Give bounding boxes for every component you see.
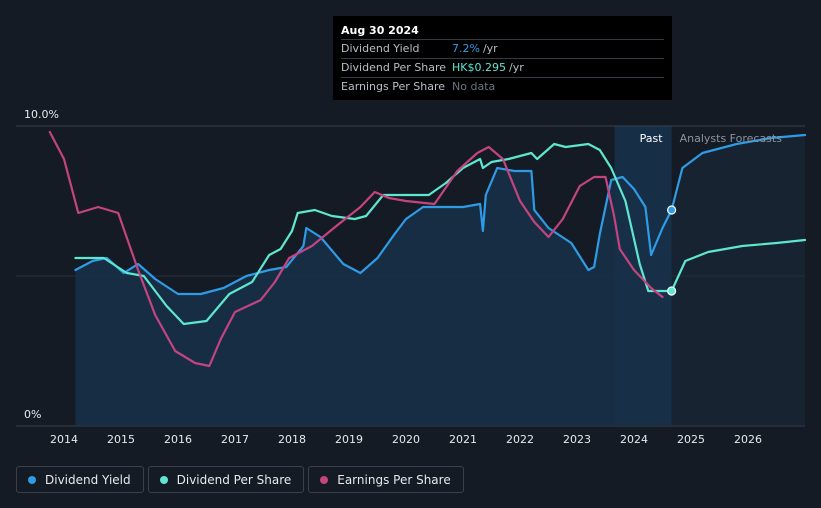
x-tick-label: 2019 — [335, 433, 363, 446]
legend-label: Earnings Per Share — [337, 472, 451, 487]
legend-label: Dividend Yield — [45, 472, 131, 487]
tooltip-unit: /yr — [482, 42, 498, 55]
legend-dot-icon — [159, 475, 168, 484]
x-tick-label: 2016 — [164, 433, 192, 446]
tooltip-row-dividend-per-share: Dividend Per Share HK$0.295 /yr — [341, 59, 664, 78]
tooltip-value: No data — [452, 80, 496, 93]
x-tick-label: 2015 — [107, 433, 135, 446]
x-tick-labels: 2014 2015 2016 2017 2018 2019 2020 2021 2022 2023… — [50, 433, 762, 446]
series-line-earnings-per-share — [48, 130, 664, 368]
series-line-dividend-per-share — [74, 142, 673, 326]
x-tick-label: 2022 — [506, 433, 534, 446]
legend-item-dividend-per-share[interactable]: Dividend Per Share — [147, 466, 305, 493]
tooltip: Aug 30 2024 Dividend Yield 7.2% /yr Divi… — [333, 16, 672, 100]
legend-item-earnings-per-share[interactable]: Earnings Per Share — [308, 466, 464, 493]
x-tick-label: 2017 — [221, 433, 249, 446]
forecast-area — [671, 135, 805, 426]
legend-item-dividend-yield[interactable]: Dividend Yield — [16, 466, 144, 493]
area-layer — [75, 135, 805, 426]
x-tick-label: 2026 — [734, 433, 762, 446]
x-tick-label: 2021 — [449, 433, 477, 446]
x-tick-label: 2014 — [50, 433, 78, 446]
y-tick-label-bottom: 0% — [24, 408, 41, 421]
past-label: Past — [640, 132, 664, 145]
tooltip-unit: /yr — [508, 61, 524, 74]
x-tick-label: 2024 — [620, 433, 648, 446]
series-line-dividend-per-share-forecast — [670, 238, 807, 293]
legend-label: Dividend Per Share — [176, 472, 292, 487]
tooltip-date: Aug 30 2024 — [341, 22, 664, 40]
series-line-dividend-yield — [74, 166, 673, 296]
line-layer — [48, 130, 807, 368]
tooltip-value: 7.2% — [452, 42, 480, 55]
x-tick-label: 2025 — [677, 433, 705, 446]
tooltip-label: Dividend Yield — [341, 42, 420, 55]
tooltip-value: HK$0.295 — [452, 61, 506, 74]
tooltip-label: Earnings Per Share — [341, 80, 446, 93]
dividend-yield-marker — [667, 205, 677, 215]
dividend-per-share-marker — [667, 286, 677, 296]
x-tick-label: 2018 — [278, 433, 306, 446]
x-tick-label: 2020 — [392, 433, 420, 446]
tooltip-label: Dividend Per Share — [341, 61, 447, 74]
legend-dot-icon — [28, 475, 36, 484]
forecast-label: Analysts Forecasts — [680, 132, 783, 145]
y-tick-label-top: 10.0% — [24, 108, 59, 121]
marker-layer — [667, 205, 677, 296]
tooltip-row-dividend-yield: Dividend Yield 7.2% /yr — [341, 40, 664, 59]
x-tick-label: 2023 — [563, 433, 591, 446]
series-area-dividend-yield — [75, 168, 672, 426]
legend: Dividend Yield Dividend Per Share Earnin… — [16, 466, 464, 493]
series-line-dividend-yield-forecast — [670, 133, 807, 212]
tooltip-row-earnings-per-share: Earnings Per Share No data — [341, 78, 664, 96]
legend-dot-icon — [320, 475, 329, 484]
